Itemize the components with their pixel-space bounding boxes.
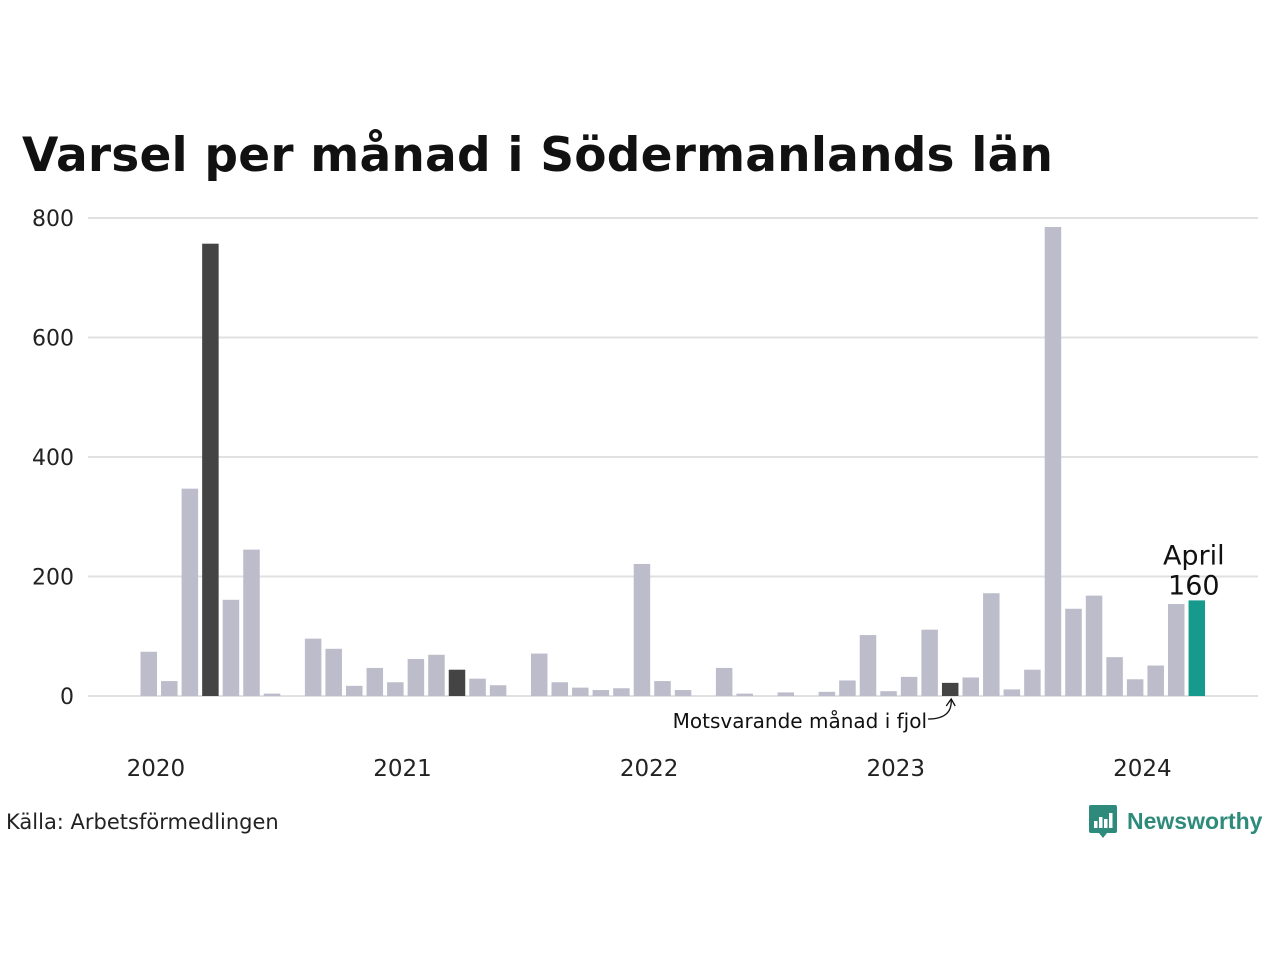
bar-2021-12 [613, 688, 630, 696]
bar-2022-08 [777, 692, 795, 696]
bar-2022-01 [633, 563, 651, 696]
y-axis: 0 200 400 600 800 [32, 207, 74, 710]
bars [140, 226, 1206, 696]
brand-name: Newsworthy [1127, 807, 1263, 834]
bar-2020-03 [181, 488, 199, 696]
x-tick-label-2023: 2023 [866, 756, 925, 782]
bar-2023-05 [962, 677, 979, 696]
bar-2021-04 [448, 669, 466, 696]
bar-2022-12 [859, 635, 877, 696]
bar-2024-01 [1126, 679, 1144, 696]
y-tick-label: 0 [60, 685, 74, 710]
bar-2020-02 [161, 681, 178, 696]
bar-2023-03 [921, 629, 938, 696]
x-tick-label-2022: 2022 [620, 756, 679, 782]
bar-2023-02 [900, 676, 918, 696]
y-tick-label: 400 [32, 446, 74, 471]
source-note: Källa: Arbetsförmedlingen [6, 810, 279, 834]
bar-2023-04 [941, 682, 959, 696]
bar-2020-05 [222, 599, 240, 696]
bar-2023-08 [1024, 669, 1041, 696]
bar-2023-10 [1065, 608, 1082, 696]
bar-2020-11 [346, 685, 363, 696]
x-tick-label-2020: 2020 [127, 756, 186, 782]
annotation-arrowhead [945, 697, 956, 707]
bar-2021-08 [530, 653, 548, 696]
bar-2022-06 [736, 693, 753, 696]
bar-2024-03 [1168, 603, 1185, 696]
bar-2022-03 [674, 690, 692, 696]
bar-2022-05 [715, 667, 733, 696]
bar-2022-10 [818, 691, 836, 696]
bar-2020-01 [140, 651, 157, 696]
bar-2020-06 [243, 549, 260, 696]
current-month-label: April [1163, 540, 1225, 571]
chart-title: Varsel per månad i Södermanlands län [22, 128, 1054, 183]
bar-2023-07 [1003, 689, 1021, 696]
newsworthy-logo-icon [1089, 805, 1117, 838]
bar-2021-10 [572, 687, 589, 696]
previous-year-label: Motsvarande månad i fjol [673, 709, 927, 733]
gridlines [88, 217, 1258, 697]
bar-2024-02 [1147, 665, 1164, 696]
bar-2023-09 [1044, 226, 1062, 696]
bar-2020-09 [304, 638, 322, 696]
x-tick-label-2021: 2021 [373, 756, 432, 782]
annotation-arrow [927, 699, 952, 720]
bar-2021-11 [592, 690, 610, 696]
bar-2020-12 [366, 667, 384, 696]
brand-logo[interactable]: Newsworthy [1088, 803, 1262, 839]
current-value-label: 160 [1168, 570, 1220, 601]
bar-2021-05 [469, 678, 486, 696]
y-tick-label: 200 [32, 566, 74, 591]
bar-2022-11 [839, 680, 856, 696]
bar-2021-03 [428, 654, 445, 696]
bar-2024-04 [1188, 600, 1206, 696]
bar-2023-01 [880, 691, 897, 696]
bar-2023-06 [983, 593, 1000, 696]
x-tick-label-2024: 2024 [1113, 756, 1172, 782]
bar-2021-06 [489, 685, 507, 696]
y-tick-label: 800 [32, 207, 74, 232]
bar-2023-11 [1085, 595, 1103, 696]
bar-2021-09 [551, 682, 568, 696]
bar-2023-12 [1106, 657, 1123, 696]
bar-2022-02 [654, 681, 671, 696]
bar-2021-01 [387, 682, 404, 696]
bar-2020-07 [263, 693, 281, 696]
bar-2020-04 [202, 243, 219, 696]
bar-chart: 0 200 400 600 800 2020 2021 2022 2023 2024 April… [32, 207, 1258, 782]
x-axis: 2020 2021 2022 2023 2024 [127, 756, 1172, 782]
bar-2021-02 [407, 658, 425, 696]
bar-2020-10 [325, 648, 342, 696]
y-tick-label: 600 [32, 327, 74, 352]
